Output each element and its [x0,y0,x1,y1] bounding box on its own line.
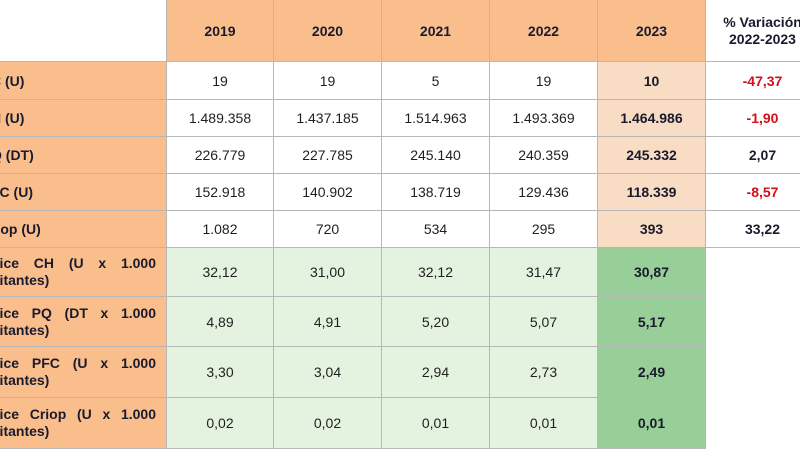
table-cell: 240.359 [490,137,598,174]
index-cell-2023: 2,49 [598,347,706,398]
header-year-2020: 2020 [274,0,382,62]
table-cell: 1.514.963 [382,100,490,137]
table-cell: 720 [274,211,382,248]
index-cell: 5,20 [382,297,490,347]
empty-cell [706,248,800,297]
header-year-2021: 2021 [382,0,490,62]
index-cell-2023: 0,01 [598,398,706,449]
header-corner [0,0,167,62]
table-cell: 1.082 [167,211,274,248]
table-cell: 140.902 [274,174,382,211]
pct-variation-cell: 2,07 [706,137,800,174]
index-cell: 32,12 [382,248,490,297]
table-cell: 1.493.369 [490,100,598,137]
table-cell: 245.140 [382,137,490,174]
table-cell-2023: 393 [598,211,706,248]
row-label: H (U) [0,100,167,137]
empty-cell [706,297,800,347]
index-cell: 0,02 [274,398,382,449]
pct-variation-cell: -1,90 [706,100,800,137]
index-cell: 3,04 [274,347,382,398]
index-cell-2023: 30,87 [598,248,706,297]
header-year-2019: 2019 [167,0,274,62]
table-cell: 152.918 [167,174,274,211]
table-cell-2023: 1.464.986 [598,100,706,137]
pct-variation-cell: 33,22 [706,211,800,248]
pct-variation-cell: -47,37 [706,62,800,100]
table-cell: 129.436 [490,174,598,211]
index-cell: 3,30 [167,347,274,398]
index-cell: 0,01 [382,398,490,449]
empty-cell [706,398,800,449]
header-year-2023: 2023 [598,0,706,62]
index-cell: 4,89 [167,297,274,347]
table-cell: 19 [167,62,274,100]
row-label: riop (U) [0,211,167,248]
pct-variation-cell: -8,57 [706,174,800,211]
row-label: C (U) [0,62,167,100]
empty-cell [706,347,800,398]
table-cell: 5 [382,62,490,100]
index-cell: 32,12 [167,248,274,297]
header-year-2022: 2022 [490,0,598,62]
table-cell: 295 [490,211,598,248]
index-cell: 31,00 [274,248,382,297]
index-cell: 0,01 [490,398,598,449]
index-row-label: dice PQ (DT x 1.000 bitantes) [0,297,167,347]
table-cell: 1.489.358 [167,100,274,137]
row-label: FC (U) [0,174,167,211]
index-cell: 0,02 [167,398,274,449]
table-cell: 138.719 [382,174,490,211]
table-cell: 227.785 [274,137,382,174]
index-cell: 5,07 [490,297,598,347]
index-cell: 4,91 [274,297,382,347]
table-cell: 534 [382,211,490,248]
table-cell-2023: 245.332 [598,137,706,174]
index-cell: 2,73 [490,347,598,398]
header-pct-variation: % Variación 2022-2023 [706,0,800,62]
table-cell-2023: 10 [598,62,706,100]
table-cell: 1.437.185 [274,100,382,137]
row-label: Q (DT) [0,137,167,174]
index-row-label: dice PFC (U x 1.000 bitantes) [0,347,167,398]
index-cell-2023: 5,17 [598,297,706,347]
index-row-label: dice Criop (U x 1.000 bitantes) [0,398,167,449]
index-row-label: dice CH (U x 1.000 bitantes) [0,248,167,297]
table-cell: 226.779 [167,137,274,174]
index-cell: 31,47 [490,248,598,297]
index-cell: 2,94 [382,347,490,398]
table-cell: 19 [274,62,382,100]
table-cell-2023: 118.339 [598,174,706,211]
table-cell: 19 [490,62,598,100]
